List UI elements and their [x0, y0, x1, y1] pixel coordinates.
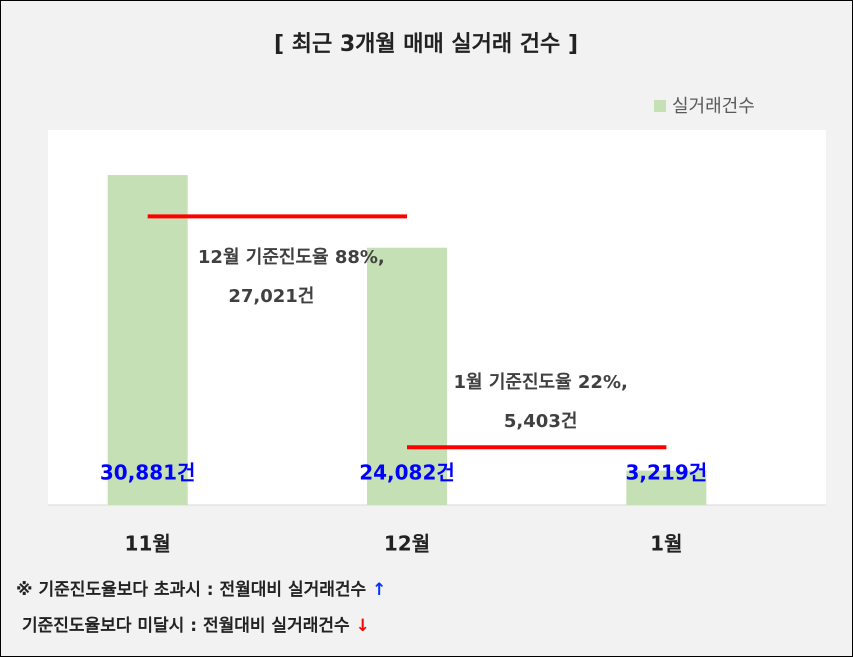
note: ※ 기준진도율보다 초과시 : 전월대비 실거래건수 ↑: [16, 580, 386, 600]
bar: [107, 175, 188, 506]
x-tick-label: 11월: [125, 532, 171, 556]
bar: [626, 470, 707, 505]
note-arrow: ↑: [372, 580, 386, 600]
note-arrow: ↓: [356, 616, 370, 636]
annotation-value: 27,021건: [228, 286, 314, 307]
chart-title: [ 최근 3개월 매매 실거래 건수 ]: [274, 32, 578, 57]
note-text: 기준진도율보다 미달시 : 전월대비 실거래건수: [22, 615, 350, 636]
value-label: 3,219건: [625, 461, 707, 485]
legend-label: 실거래건수: [672, 96, 755, 117]
legend-swatch: [654, 100, 666, 112]
note-text: 기준진도율보다 초과시 : 전월대비 실거래건수: [39, 580, 367, 600]
value-label: 24,082건: [359, 461, 455, 485]
annotation-value: 5,403건: [504, 411, 578, 432]
annotation: 1월 기준진도율 22%,: [453, 372, 627, 393]
x-tick-label: 1월: [650, 532, 682, 556]
note-prefix: ※: [16, 580, 33, 600]
bar: [367, 247, 447, 505]
annotation: 12월 기준진도율 88%,: [198, 247, 385, 268]
value-label: 30,881건: [100, 461, 196, 485]
x-tick-label: 12월: [384, 532, 430, 556]
note: 기준진도율보다 미달시 : 전월대비 실거래건수 ↓: [22, 615, 370, 636]
